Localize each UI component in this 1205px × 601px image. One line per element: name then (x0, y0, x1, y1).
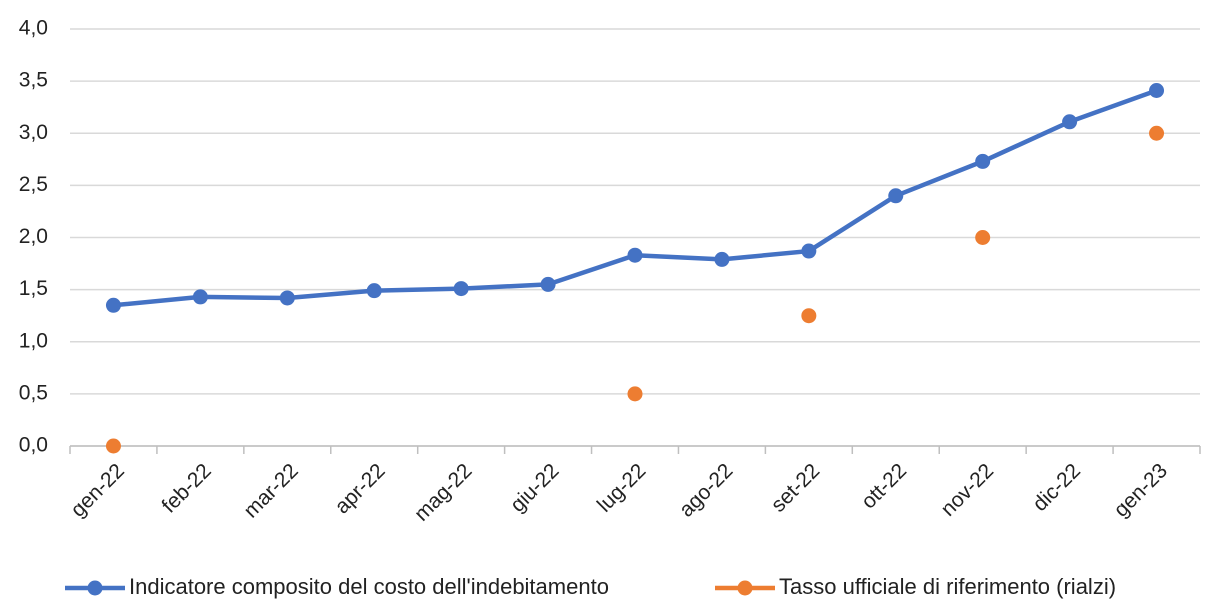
data-point (801, 243, 817, 259)
series-line (113, 88, 1158, 308)
y-tick-label: 4,0 (19, 17, 48, 40)
x-tick-label: set-22 (767, 459, 825, 517)
data-point (366, 283, 382, 299)
legend-marker (87, 580, 103, 596)
x-tick-label: giu-22 (506, 459, 564, 517)
x-tick-label: ott-22 (857, 459, 911, 513)
data-point (1149, 125, 1165, 141)
x-tick-label: gen-23 (1109, 459, 1172, 522)
y-tick-label: 1,0 (19, 329, 48, 352)
x-tick-label: mag-22 (410, 459, 477, 526)
y-tick-label: 2,0 (19, 225, 48, 248)
y-tick-label: 0,0 (19, 434, 48, 457)
data-point (540, 276, 556, 292)
data-point (975, 153, 991, 169)
x-tick-label: mar-22 (239, 459, 302, 522)
x-tick-label: ago-22 (675, 459, 738, 522)
x-tick-label: nov-22 (936, 459, 998, 521)
y-tick-label: 3,0 (19, 121, 48, 144)
data-point (105, 438, 121, 454)
data-point (105, 297, 121, 313)
data-point (975, 230, 991, 245)
x-tick-label: dic-22 (1028, 459, 1085, 516)
data-point (714, 251, 730, 267)
y-tick-label: 1,5 (19, 277, 48, 300)
legend-marker (737, 580, 753, 596)
data-point (192, 289, 208, 305)
y-tick-label: 3,5 (19, 69, 48, 92)
data-point (888, 188, 904, 204)
x-tick-label: lug-22 (593, 459, 651, 517)
y-tick-label: 0,5 (19, 381, 48, 404)
x-tick-label: apr-22 (331, 459, 390, 518)
y-tick-label: 2,5 (19, 173, 48, 196)
data-point (453, 281, 469, 297)
data-point (1062, 114, 1078, 130)
legend-label: Tasso ufficiale di riferimento (rialzi) (779, 574, 1116, 599)
data-point (1149, 83, 1165, 99)
x-tick-label: gen-22 (66, 459, 129, 522)
data-point (627, 386, 643, 402)
x-tick-label: feb-22 (157, 459, 215, 517)
data-point (279, 290, 295, 306)
legend-label: Indicatore composito del costo dell'inde… (129, 574, 609, 599)
data-point (627, 247, 643, 263)
data-point (801, 308, 817, 324)
